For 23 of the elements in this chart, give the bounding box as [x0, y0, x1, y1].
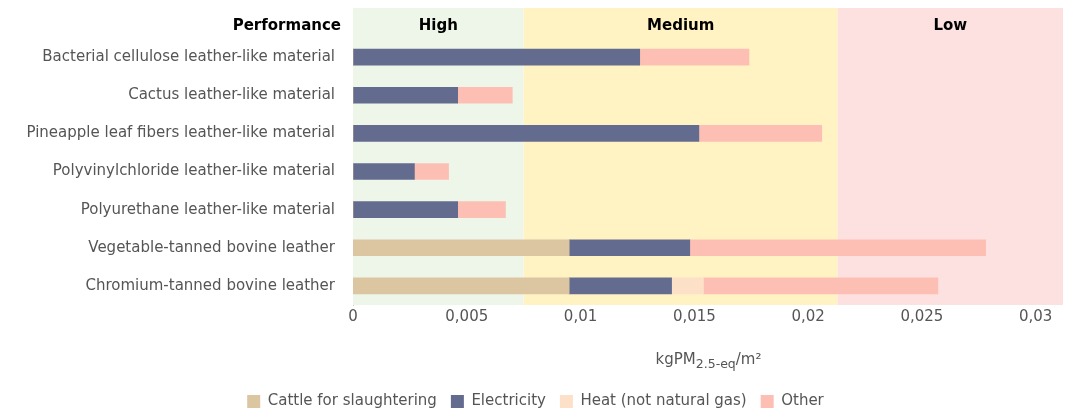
band-label: Medium — [647, 15, 715, 34]
x-tick-label: 0,015 — [672, 306, 716, 325]
x-tick-label: 0 — [348, 306, 358, 325]
legend-label: Electricity — [471, 391, 547, 410]
band-label: High — [418, 15, 458, 34]
y-tick-label: Pineapple leaf fibers leather-like material — [26, 123, 335, 142]
legend-label: Cattle for slaughtering — [267, 391, 437, 410]
y-tick-label: Chromium-tanned bovine leather — [85, 275, 336, 294]
band-label: Low — [933, 15, 968, 34]
x-axis-title: kgPM$_{2.5-eq}$/m² — [654, 350, 763, 371]
y-tick-label: Cactus leather-like material — [128, 85, 335, 104]
x-tick-label: 0,02 — [791, 306, 825, 325]
x-tick-label: 0,005 — [445, 306, 489, 325]
legend-label: Heat (not natural gas) — [580, 391, 747, 410]
y-tick-label: Bacterial cellulose leather-like material — [42, 46, 335, 65]
y-tick-label: Polyurethane leather-like material — [80, 199, 335, 218]
y-tick-label: Polyvinylchloride leather-like material — [52, 161, 335, 180]
x-tick-label: 0,01 — [563, 306, 598, 325]
legend-label: Other — [781, 391, 825, 410]
y-tick-label: Vegetable-tanned bovine leather — [88, 237, 336, 256]
x-tick-label: 0,03 — [1018, 306, 1053, 325]
text: Performance — [232, 15, 341, 34]
x-tick-label: 0,025 — [900, 306, 944, 325]
